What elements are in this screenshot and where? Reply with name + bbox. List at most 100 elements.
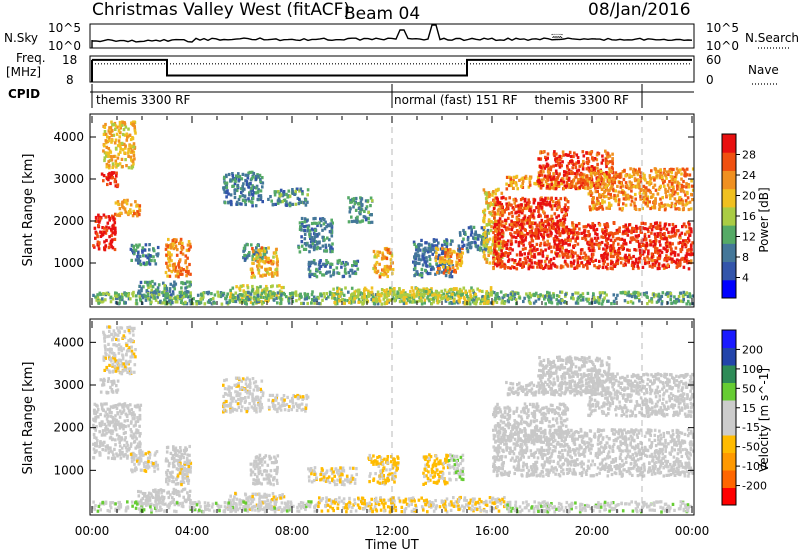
range-cell bbox=[157, 301, 160, 305]
range-cell bbox=[111, 123, 114, 127]
range-cell bbox=[115, 132, 119, 136]
range-cell bbox=[508, 175, 511, 179]
range-cell bbox=[619, 256, 622, 260]
range-cell bbox=[510, 235, 514, 239]
range-cell bbox=[558, 165, 562, 169]
range-cell bbox=[542, 232, 546, 236]
range-cell bbox=[265, 296, 268, 301]
range-cell bbox=[353, 219, 356, 223]
range-cell bbox=[126, 151, 130, 155]
range-cell bbox=[370, 199, 374, 203]
range-cell bbox=[135, 298, 138, 302]
range-cell bbox=[535, 242, 539, 246]
range-cell bbox=[256, 174, 260, 178]
range-cell bbox=[634, 260, 638, 264]
range-cell bbox=[302, 225, 306, 229]
range-cell bbox=[494, 201, 497, 205]
range-cell bbox=[488, 237, 492, 241]
range-cell bbox=[640, 221, 644, 225]
range-cell bbox=[601, 201, 604, 205]
range-cell bbox=[510, 239, 513, 243]
range-cell bbox=[500, 202, 503, 207]
range-cell bbox=[586, 260, 589, 264]
range-cell bbox=[496, 212, 499, 216]
range-cell bbox=[606, 257, 609, 261]
range-cell bbox=[683, 259, 686, 263]
range-cell bbox=[423, 301, 426, 305]
range-cell bbox=[638, 299, 641, 303]
range-cell bbox=[502, 239, 505, 243]
range-cell bbox=[149, 295, 153, 299]
range-cell bbox=[650, 252, 654, 256]
range-cell bbox=[105, 162, 109, 167]
range-cell bbox=[133, 125, 136, 129]
range-cell bbox=[561, 150, 565, 154]
range-cell bbox=[635, 226, 639, 230]
range-cell bbox=[529, 301, 532, 305]
range-cell bbox=[269, 195, 272, 199]
range-cell bbox=[119, 131, 122, 135]
beam-label: Beam 04 bbox=[344, 4, 420, 24]
range-cell bbox=[386, 248, 390, 252]
range-cell bbox=[487, 218, 491, 222]
range-cell bbox=[604, 159, 608, 163]
range-cell bbox=[384, 247, 388, 251]
range-cell bbox=[135, 294, 138, 298]
range-cell bbox=[585, 175, 588, 179]
range-cell bbox=[357, 293, 360, 297]
range-cell bbox=[596, 189, 599, 194]
range-cell bbox=[613, 264, 617, 268]
range-cell bbox=[118, 162, 122, 166]
range-cell bbox=[378, 250, 381, 254]
range-cell bbox=[461, 244, 464, 248]
range-cell bbox=[574, 251, 577, 255]
range-cell bbox=[650, 300, 654, 304]
range-cell bbox=[350, 215, 353, 219]
range-cell bbox=[620, 237, 624, 241]
range-cell bbox=[114, 124, 118, 128]
range-cell bbox=[672, 192, 676, 196]
range-cell bbox=[493, 216, 496, 220]
range-cell bbox=[552, 164, 555, 168]
range-cell bbox=[275, 268, 278, 272]
range-cell bbox=[578, 185, 581, 189]
range-cell bbox=[630, 199, 634, 203]
range-cell bbox=[552, 226, 555, 230]
range-cell bbox=[629, 256, 633, 260]
range-cell bbox=[285, 192, 288, 196]
range-cell bbox=[96, 235, 99, 239]
range-cell bbox=[539, 204, 542, 208]
range-cell bbox=[507, 239, 510, 243]
range-cell bbox=[303, 237, 307, 241]
range-cell bbox=[241, 198, 245, 202]
range-cell bbox=[517, 214, 521, 218]
range-cell bbox=[492, 251, 496, 255]
range-cell bbox=[633, 201, 636, 205]
range-cell bbox=[670, 201, 674, 205]
range-cell bbox=[105, 154, 108, 158]
range-cell bbox=[225, 173, 228, 177]
range-cell bbox=[309, 229, 312, 233]
range-cell bbox=[662, 226, 666, 230]
range-cell bbox=[665, 245, 669, 249]
station-title: Christmas Valley West (fitACF) bbox=[92, 0, 350, 20]
range-cell bbox=[634, 294, 637, 299]
range-cell bbox=[111, 297, 115, 301]
range-cell bbox=[312, 228, 315, 232]
range-cell bbox=[633, 227, 637, 231]
range-cell bbox=[613, 301, 616, 305]
range-cell bbox=[420, 273, 424, 277]
range-cell bbox=[259, 293, 263, 297]
range-cell bbox=[446, 255, 449, 259]
range-cell bbox=[529, 209, 533, 213]
range-cell bbox=[171, 292, 175, 296]
range-cell bbox=[582, 161, 585, 165]
range-cell bbox=[611, 162, 614, 166]
range-cell bbox=[278, 191, 281, 196]
range-cell bbox=[441, 263, 445, 267]
range-cell bbox=[500, 191, 504, 195]
range-cell bbox=[537, 184, 541, 188]
range-cell bbox=[521, 176, 525, 180]
range-cell bbox=[325, 249, 329, 253]
range-cell bbox=[329, 265, 332, 269]
